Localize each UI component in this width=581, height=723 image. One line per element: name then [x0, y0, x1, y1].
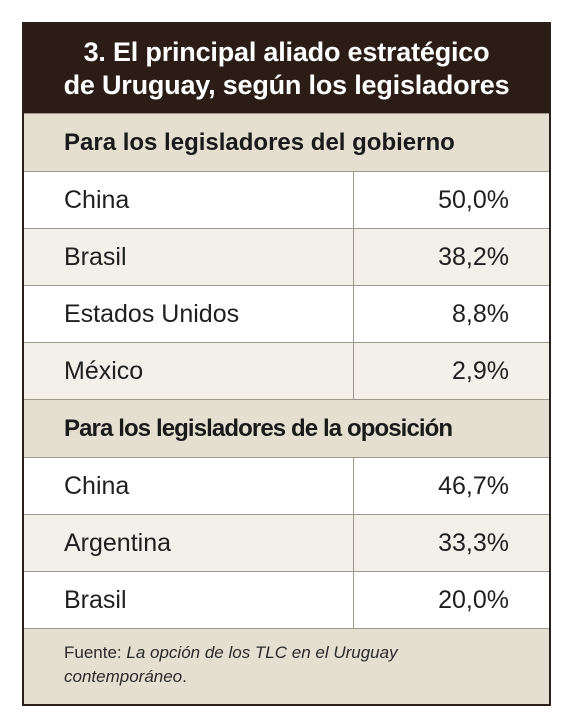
table-row: México 2,9%: [24, 342, 549, 399]
title-line-2: de Uruguay, según los legisladores: [63, 70, 510, 100]
row-label: México: [24, 343, 354, 399]
row-label: Argentina: [24, 515, 354, 571]
row-value: 2,9%: [452, 356, 509, 385]
row-label: China: [24, 458, 354, 514]
section-header-opposition: Para los legisladores de la oposición: [24, 399, 549, 457]
row-value: 8,8%: [452, 299, 509, 328]
data-table-card: 3. El principal aliado estratégico de Ur…: [22, 22, 551, 706]
table-row: China 46,7%: [24, 457, 549, 514]
row-value: 33,3%: [438, 528, 509, 557]
table-title: 3. El principal aliado estratégico de Ur…: [24, 24, 549, 113]
row-value: 20,0%: [438, 585, 509, 614]
section-header-government: Para los legisladores del gobierno: [24, 113, 549, 171]
title-line-1: 3. El principal aliado estratégico: [83, 37, 490, 67]
row-value: 50,0%: [438, 185, 509, 214]
source-prefix: Fuente:: [64, 643, 127, 662]
row-label: Brasil: [24, 572, 354, 628]
row-label: Estados Unidos: [24, 286, 354, 342]
source-title: La opción de los TLC en el Uruguay conte…: [64, 643, 398, 686]
row-label: China: [24, 172, 354, 228]
table-row: Brasil 20,0%: [24, 571, 549, 628]
source-suffix: .: [182, 667, 187, 686]
table-row: China 50,0%: [24, 171, 549, 228]
row-value: 46,7%: [438, 471, 509, 500]
table-row: Brasil 38,2%: [24, 228, 549, 285]
row-value: 38,2%: [438, 242, 509, 271]
table-row: Estados Unidos 8,8%: [24, 285, 549, 342]
source-footer: Fuente: La opción de los TLC en el Urugu…: [24, 628, 549, 704]
table-row: Argentina 33,3%: [24, 514, 549, 571]
row-label: Brasil: [24, 229, 354, 285]
